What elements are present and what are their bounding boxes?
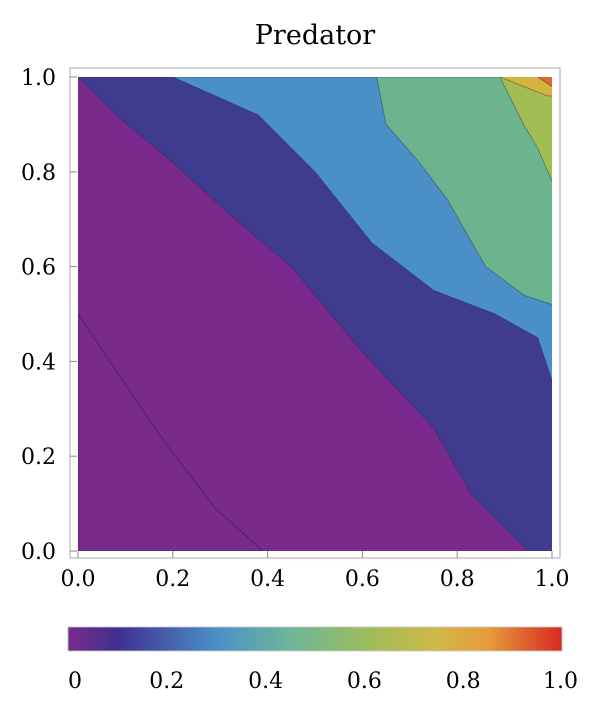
x-tick-label: 1.0 <box>535 567 570 592</box>
x-tick-label: 0.6 <box>345 567 380 592</box>
axes: 0.0 0.2 0.4 0.6 0.8 1.0 0.0 0.2 0.4 0.6 0.8 1.0 <box>21 66 570 592</box>
y-tick-label: 0.0 <box>21 540 56 565</box>
contour-band-0.45-0.6 <box>172 77 552 305</box>
plot-area <box>78 77 552 551</box>
chart-title: Predator <box>255 20 376 51</box>
contour-band-0.75-0.85 <box>499 77 552 97</box>
x-tick-label: 0.8 <box>440 567 475 592</box>
colorbar-tick-label: 0.6 <box>347 669 382 694</box>
y-tick-label: 0.6 <box>21 256 56 281</box>
colorbar-tick-label: 0.4 <box>248 669 283 694</box>
contour-band-0.0-0.1 <box>78 313 264 551</box>
colorbar-ticks: 0 0.2 0.4 0.6 0.8 1.0 <box>68 669 578 694</box>
y-tick-label: 0.8 <box>21 161 56 186</box>
plot-frame <box>69 67 561 559</box>
contour-band-0.85-1.0 <box>537 77 552 87</box>
colorbar-tick-label: 1.0 <box>543 669 578 694</box>
y-tick-label: 0.2 <box>21 445 56 470</box>
y-tick-label: 1.0 <box>21 66 56 91</box>
colorbar-tick-label: 0.8 <box>446 669 481 694</box>
colorbar <box>67 626 563 652</box>
x-tick-label: 0.2 <box>155 567 190 592</box>
colorbar-tick-label: 0.2 <box>149 669 184 694</box>
x-tick-label: 0.0 <box>61 567 96 592</box>
colorbar-tick-label: 0 <box>68 669 82 694</box>
y-tick-label: 0.4 <box>21 350 56 375</box>
x-tick-label: 0.4 <box>250 567 285 592</box>
